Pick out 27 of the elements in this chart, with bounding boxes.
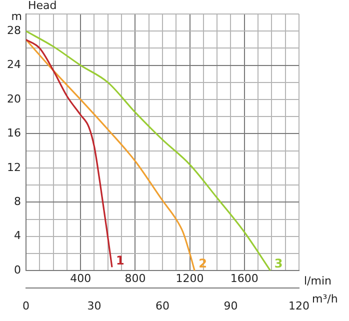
line-series [26, 30, 272, 271]
x2-tick-label: 120 [288, 299, 310, 312]
y-tick-label: 24 [6, 58, 21, 72]
series-label: 2 [198, 256, 207, 271]
x2-tick-label: 60 [156, 299, 170, 312]
series-label: 1 [116, 253, 124, 268]
x2-axis-title: m³/h [312, 292, 338, 306]
x-axis-title: l/min [304, 274, 332, 288]
line-series [26, 38, 196, 271]
y-tick-label: 0 [14, 263, 21, 276]
x2-tick-label: 30 [87, 299, 102, 312]
series-label: 3 [274, 256, 283, 271]
x-tick-label: 400 [70, 272, 92, 286]
y-tick-label: 28 [6, 24, 21, 37]
y-axis-title: Head [28, 0, 57, 12]
y-tick-label: 12 [6, 160, 21, 174]
x-tick-label: 1200 [176, 272, 204, 286]
x2-tick-label: 90 [224, 299, 238, 312]
x-tick-label: 1600 [230, 272, 258, 286]
y-tick-label: 16 [6, 126, 21, 140]
y-tick-label: 4 [14, 229, 21, 242]
y-tick-label: 8 [14, 195, 21, 208]
line-series [26, 38, 113, 268]
x-tick-label: 800 [124, 272, 146, 286]
y-tick-label: 20 [6, 92, 21, 106]
text: m [11, 10, 22, 23]
x2-tick-label: 0 [22, 299, 30, 312]
